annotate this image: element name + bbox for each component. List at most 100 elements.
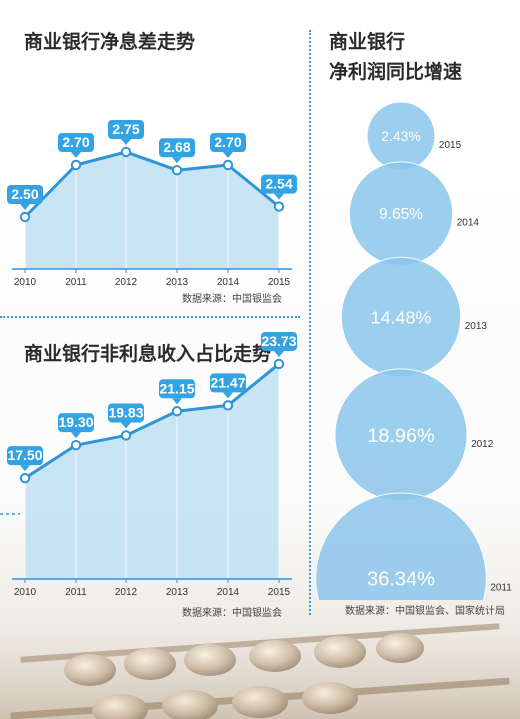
non-interest-income-title: 商业银行非利息收入占比走势 <box>24 344 272 365</box>
data-point <box>222 159 234 171</box>
data-label: 19.83 <box>108 404 143 420</box>
x-tick-label: 2015 <box>268 277 291 288</box>
bubble-year-label: 2015 <box>439 140 462 151</box>
data-label-group: 2.70 <box>210 133 246 158</box>
data-label-group: 19.30 <box>58 413 94 439</box>
data-point <box>171 165 183 176</box>
non-interest-income-source: 数据来源：中国银监会 <box>182 608 282 619</box>
data-label: 2.50 <box>11 186 38 202</box>
data-label-bg <box>210 133 246 152</box>
net-profit-growth-title-line-1: 商业银行 <box>329 32 406 53</box>
data-label: 17.50 <box>7 447 42 463</box>
data-label-bg <box>58 133 94 152</box>
data-label-bg <box>159 379 195 399</box>
data-point <box>19 472 31 484</box>
x-tick-label: 2013 <box>166 587 189 598</box>
bubble-value-label: 2.43% <box>381 128 421 144</box>
abacus-background-image <box>0 600 520 719</box>
data-label-group: 19.83 <box>108 403 144 429</box>
data-label-group: 17.50 <box>7 446 43 472</box>
data-label: 2.68 <box>163 139 190 155</box>
net-interest-margin-source: 数据来源：中国银监会 <box>182 294 282 305</box>
data-point <box>273 358 285 370</box>
bubble-year-label: 2014 <box>457 218 480 229</box>
data-label-pointer <box>121 422 131 429</box>
data-label-pointer <box>274 350 284 357</box>
x-tick-label: 2010 <box>14 277 37 288</box>
data-label-pointer <box>71 432 81 439</box>
vertical-divider <box>309 30 311 615</box>
net-interest-margin-chart: 2.50 2.70 2.75 2.68 2.70 2.54 2010 2011 2012 2013… <box>7 120 297 288</box>
x-tick-label: 2010 <box>14 587 37 598</box>
x-tick-label: 2012 <box>115 277 138 288</box>
series-line <box>23 150 280 219</box>
data-label: 2.70 <box>214 134 241 150</box>
x-tick-label: 2015 <box>268 587 291 598</box>
data-point <box>222 400 234 411</box>
bubble-value-label: 18.96% <box>367 425 434 447</box>
data-label: 2.54 <box>265 176 292 192</box>
data-point <box>120 430 132 441</box>
x-tick-label: 2014 <box>217 277 240 288</box>
data-label-pointer <box>172 398 182 405</box>
data-label-bg <box>261 174 297 194</box>
data-label-group: 21.15 <box>159 379 195 405</box>
data-point <box>70 439 82 451</box>
data-label-pointer <box>20 465 30 472</box>
data-label-group: 2.70 <box>58 133 94 158</box>
growth-bubble <box>315 492 487 600</box>
data-label-pointer <box>121 139 131 145</box>
data-label: 2.75 <box>112 121 139 137</box>
data-label-bg <box>7 446 43 466</box>
bubble-year-label: 2012 <box>471 439 494 450</box>
data-label: 21.47 <box>210 374 245 390</box>
data-label-bg <box>108 120 144 139</box>
net-profit-growth-title: 商业银行 净利润同比增速 <box>329 31 462 85</box>
data-label-bg <box>7 185 43 204</box>
series-line <box>24 362 280 480</box>
area-fill <box>25 363 279 579</box>
data-label-group: 2.54 <box>261 174 297 200</box>
data-label-group: 23.73 <box>261 331 297 357</box>
data-label: 2.70 <box>62 134 89 150</box>
x-tick-label: 2011 <box>65 277 87 288</box>
data-label: 21.15 <box>159 380 194 396</box>
non-interest-income-chart: 17.50 19.30 19.83 21.15 21.47 23.73 2010 2011 20… <box>0 331 297 598</box>
net-profit-growth-source: 数据来源：中国银监会、国家统计局 <box>345 606 505 617</box>
bubble-value-label: 36.34% <box>367 568 435 590</box>
data-label-bg <box>58 413 94 433</box>
x-tick-label: 2012 <box>115 587 138 598</box>
data-point <box>70 159 82 171</box>
net-profit-growth-title-line-2: 净利润同比增速 <box>329 62 463 83</box>
data-point <box>120 146 132 158</box>
net-interest-margin-title: 商业银行净息差走势 <box>24 32 196 53</box>
horizontal-divider <box>0 316 300 318</box>
data-label-group: 2.75 <box>108 120 144 145</box>
x-tick-label: 2013 <box>166 277 189 288</box>
data-label-group: 21.47 <box>210 373 246 399</box>
data-label-pointer <box>71 152 81 158</box>
data-label-pointer <box>223 152 233 158</box>
bubble-value-label: 9.65% <box>379 206 423 223</box>
data-label: 19.30 <box>58 414 93 430</box>
data-point <box>273 201 285 212</box>
x-tick-label: 2011 <box>65 587 87 598</box>
data-label-pointer <box>20 204 30 210</box>
data-label: 23.73 <box>261 333 296 349</box>
data-label-pointer <box>274 193 284 200</box>
data-label-pointer <box>172 157 182 164</box>
bubble-value-label: 14.48% <box>371 307 432 327</box>
net-profit-growth-bubble-chart: 2.43% 2015 9.65% 2014 14.48% 2013 18.96% 2012 36… <box>315 101 512 600</box>
data-label-group: 2.68 <box>159 138 195 164</box>
data-label-group: 2.50 <box>7 185 43 210</box>
data-label-bg <box>108 403 144 423</box>
data-label-bg <box>261 331 297 351</box>
data-point <box>19 211 31 223</box>
x-tick-label: 2014 <box>217 587 240 598</box>
bubble-year-label: 2013 <box>465 321 488 332</box>
area-fill <box>25 152 279 269</box>
bubble-year-label: 2011 <box>490 582 512 593</box>
data-label-bg <box>210 373 246 393</box>
data-label-bg <box>159 138 195 158</box>
data-label-pointer <box>223 392 233 399</box>
